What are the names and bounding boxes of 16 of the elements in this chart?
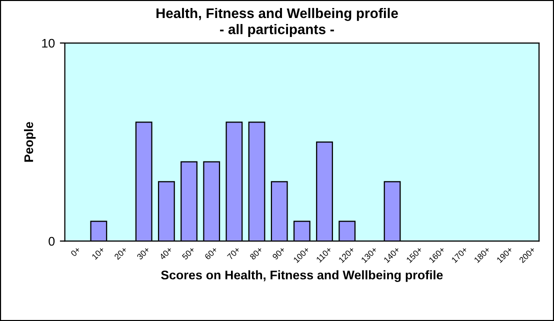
y-tick-label: 0 (48, 236, 55, 246)
chart-subtitle: - all participants - (220, 24, 334, 37)
x-tick-label: 70+ (226, 246, 240, 260)
x-axis-title: Scores on Health, Fitness and Wellbeing profile (161, 270, 443, 282)
x-tick-label: 50+ (182, 246, 196, 260)
x-tick-label: 30+ (136, 246, 150, 260)
chart-title: Health, Fitness and Wellbeing profile (156, 8, 398, 21)
x-tick-label: 10+ (92, 246, 105, 260)
x-tick-label: 20+ (114, 246, 128, 260)
x-tick-label: 80+ (249, 246, 264, 260)
y-axis-title: People (24, 122, 36, 162)
x-tick-label: 0+ (70, 246, 81, 257)
y-tick-label: 10 (42, 38, 55, 48)
x-tick-label: 60+ (204, 246, 218, 260)
x-tick-label: 40+ (158, 246, 173, 260)
x-tick-label: 90+ (272, 246, 286, 260)
